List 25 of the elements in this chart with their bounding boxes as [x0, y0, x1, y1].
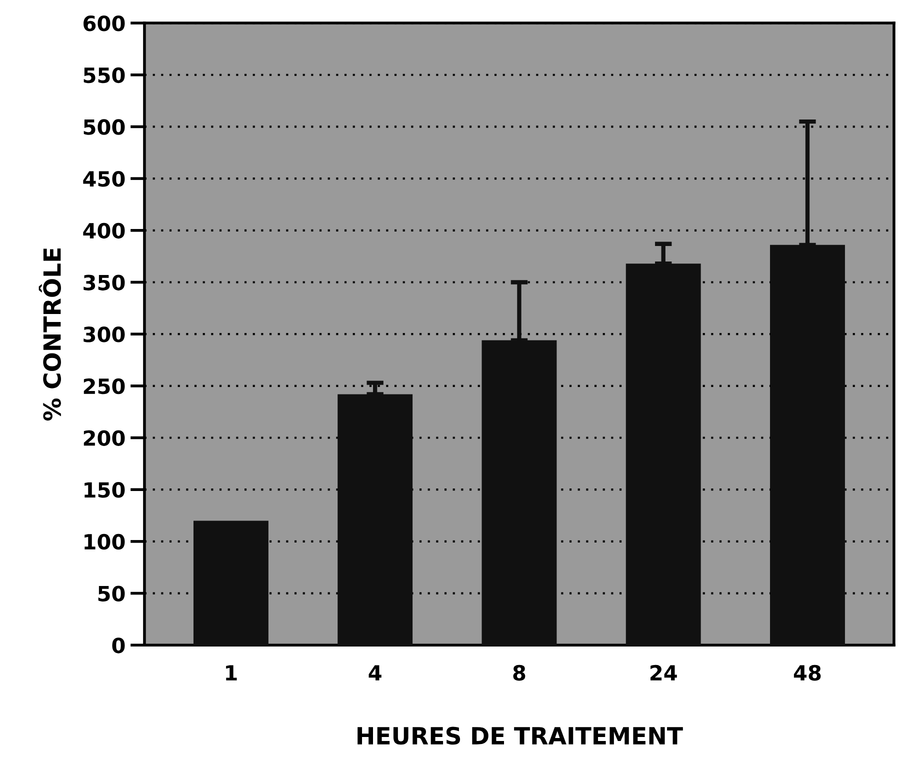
y-tick-label: 450 — [83, 171, 125, 187]
y-tick-label: 150 — [84, 482, 125, 498]
bar — [482, 340, 557, 646]
x-tick-label: 4 — [368, 665, 382, 680]
x-tick-label: 1 — [226, 665, 237, 680]
y-tick-label: 250 — [84, 378, 125, 394]
bar — [338, 394, 413, 646]
y-tick-label: 600 — [84, 15, 125, 32]
x-axis-title: HEURES DE TRAITEMENT — [358, 726, 683, 745]
bar — [770, 244, 845, 646]
y-tick-label: 300 — [84, 326, 125, 342]
y-tick-label: 550 — [84, 67, 125, 84]
y-tick-label: 0 — [112, 638, 125, 654]
bar — [193, 520, 268, 646]
y-tick-label: 200 — [84, 430, 125, 446]
y-tick-label: 400 — [83, 222, 125, 239]
y-axis-title: % CONTRÔLE — [38, 248, 61, 421]
x-tick-label: 48 — [794, 664, 821, 681]
bar — [626, 264, 701, 646]
y-tick-label: 50 — [98, 586, 125, 602]
x-tick-label: 24 — [650, 664, 677, 680]
x-tick-label: 8 — [513, 664, 526, 681]
y-tick-label: 100 — [84, 534, 125, 550]
y-tick-label: 350 — [84, 274, 125, 290]
y-tick-label: 500 — [84, 119, 125, 135]
